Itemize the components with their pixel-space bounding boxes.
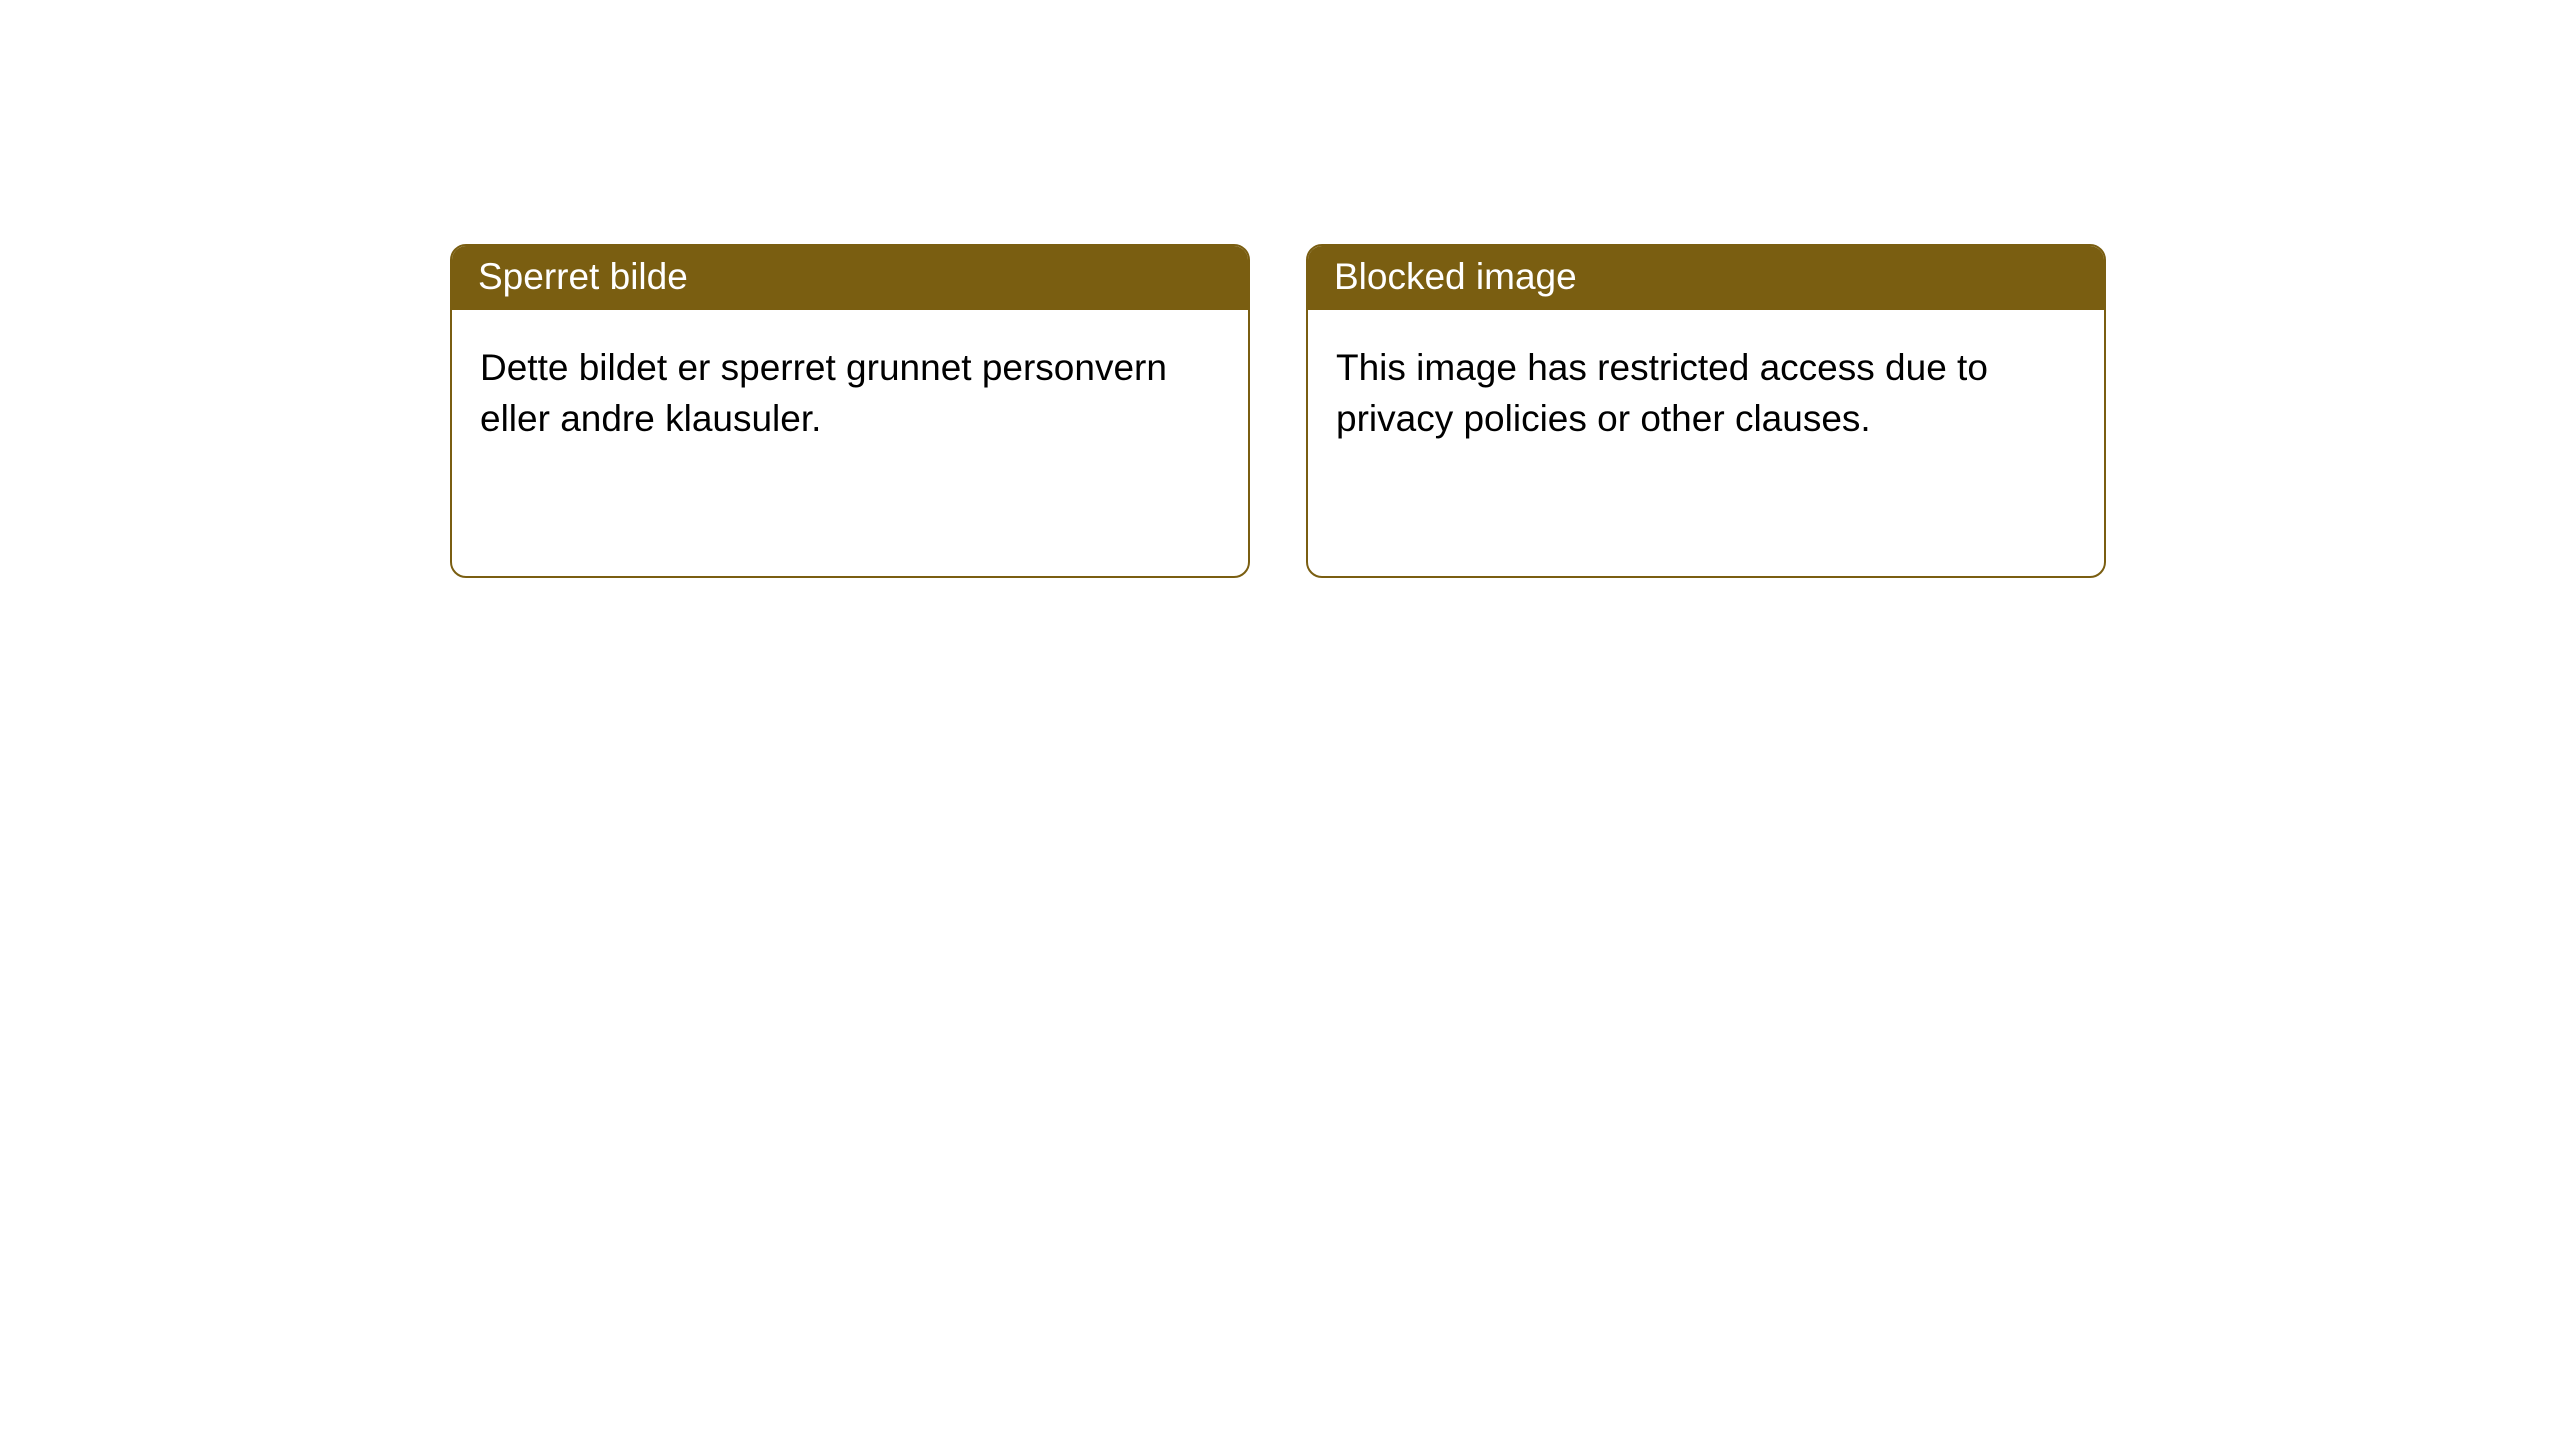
notice-body-norwegian: Dette bildet er sperret grunnet personve… [452, 310, 1248, 476]
notice-title-english: Blocked image [1308, 246, 2104, 310]
notice-card-english: Blocked image This image has restricted … [1306, 244, 2106, 578]
notice-container: Sperret bilde Dette bildet er sperret gr… [450, 244, 2106, 578]
notice-card-norwegian: Sperret bilde Dette bildet er sperret gr… [450, 244, 1250, 578]
notice-body-english: This image has restricted access due to … [1308, 310, 2104, 476]
notice-title-norwegian: Sperret bilde [452, 246, 1248, 310]
